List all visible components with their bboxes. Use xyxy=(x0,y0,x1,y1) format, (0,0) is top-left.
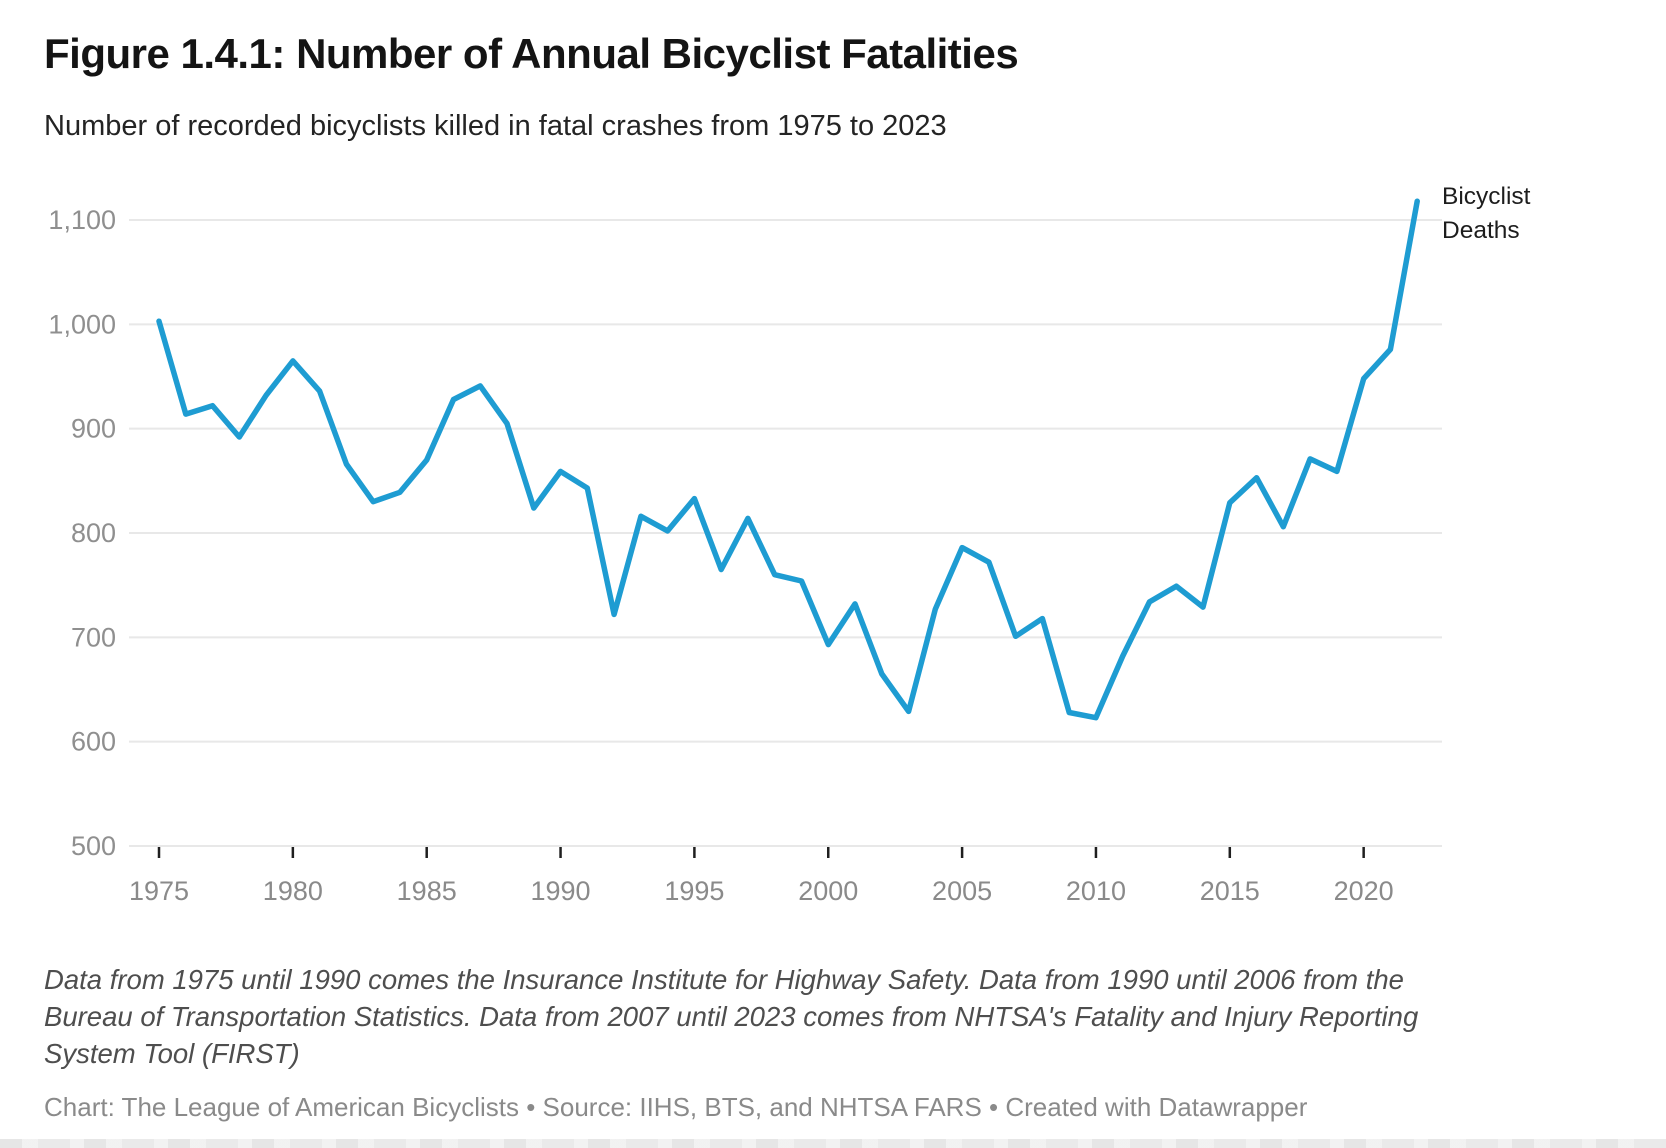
bottom-edge-bar xyxy=(0,1139,1666,1148)
x-tick-label: 2015 xyxy=(1200,876,1260,906)
footnote: Data from 1975 until 1990 comes the Insu… xyxy=(44,964,1419,1069)
x-tick-label: 2005 xyxy=(932,876,992,906)
y-tick-label: 1,100 xyxy=(48,205,116,235)
chart-subtitle: Number of recorded bicyclists killed in … xyxy=(44,110,947,142)
fatalities-line xyxy=(156,198,1420,721)
x-tick-label: 1985 xyxy=(397,876,457,906)
series-direct-label: Bicyclist Deaths xyxy=(1442,183,1531,244)
chart-title: Figure 1.4.1: Number of Annual Bicyclist… xyxy=(44,30,1019,77)
x-tick-label: 1975 xyxy=(129,876,189,906)
credit-line: Chart: The League of American Bicyclists… xyxy=(44,1092,1308,1122)
y-tick-label: 1,000 xyxy=(48,309,116,339)
y-tick-label: 700 xyxy=(71,622,116,652)
x-tick-label: 2000 xyxy=(798,876,858,906)
x-tick-label: 1995 xyxy=(664,876,724,906)
x-tick-label: 1980 xyxy=(263,876,323,906)
y-tick-label: 900 xyxy=(71,414,116,444)
y-tick-label: 800 xyxy=(71,518,116,548)
y-tick-label: 500 xyxy=(71,831,116,861)
x-tick-label: 1990 xyxy=(531,876,591,906)
x-tick-label: 2010 xyxy=(1066,876,1126,906)
y-tick-label: 600 xyxy=(71,727,116,757)
x-tick-label: 2020 xyxy=(1334,876,1394,906)
